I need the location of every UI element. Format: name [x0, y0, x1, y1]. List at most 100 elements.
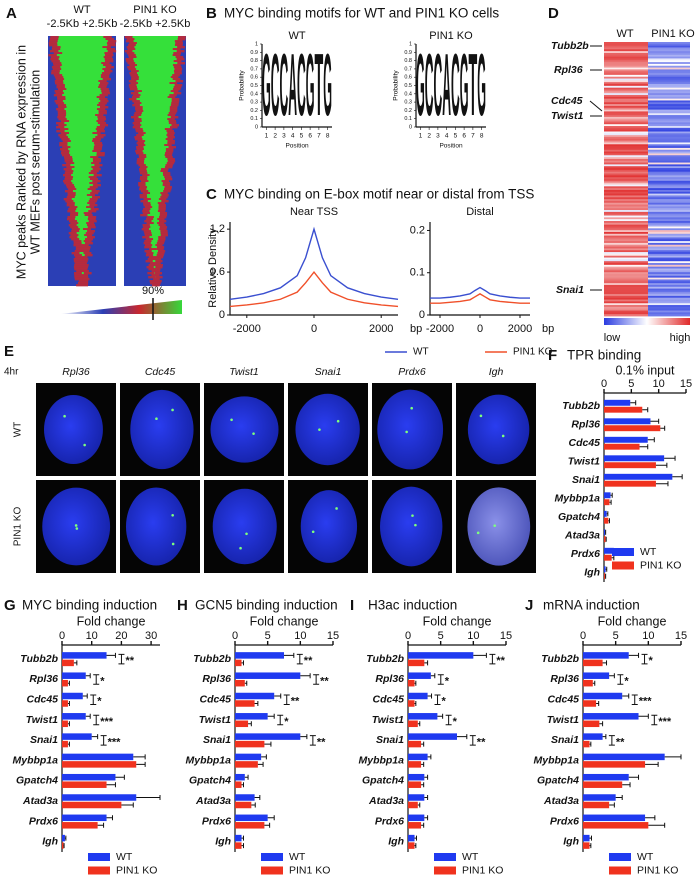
heatmap-row — [648, 120, 690, 123]
heatmap-row — [648, 204, 690, 207]
error-bar — [421, 822, 425, 828]
heatmap-row — [604, 202, 648, 205]
heatmap-row — [648, 82, 690, 85]
nucleus — [300, 490, 358, 563]
sig-label: ** — [320, 675, 329, 687]
heatmap-row — [604, 169, 648, 173]
heatmap-row — [60, 46, 103, 49]
heatmap-row — [604, 52, 648, 56]
heatmap-row — [138, 116, 171, 119]
row-label: PIN1 KO — [13, 507, 24, 547]
y-tick-label: 0.7 — [404, 66, 412, 72]
heatmap-row — [75, 216, 89, 219]
heatmap-row — [604, 135, 648, 138]
logo-letter: G — [262, 35, 271, 134]
heatmap-row — [604, 45, 648, 48]
heatmap-row — [648, 78, 690, 81]
heatmap-row — [66, 106, 100, 109]
heatmap-row — [648, 303, 690, 306]
bar — [583, 794, 616, 801]
heatmap-row — [604, 292, 648, 295]
heatmap-row — [74, 268, 88, 271]
heatmap-row — [75, 194, 87, 197]
heatmap-row — [648, 299, 690, 302]
heatmap-row — [134, 66, 174, 69]
heatmap-row — [648, 45, 690, 48]
error-bar — [589, 843, 592, 849]
sig-bracket — [631, 694, 638, 705]
fish-spot — [405, 430, 408, 434]
heatmap-row — [74, 250, 90, 253]
gene-label: Rpl36 — [554, 64, 583, 76]
x-axis-label: Fold change — [423, 614, 492, 628]
heatmap-row — [648, 206, 690, 209]
heatmap-row — [153, 216, 160, 219]
heatmap-row — [144, 160, 168, 163]
legend-swatch — [612, 548, 634, 556]
y-tick-label: 0.1 — [250, 116, 258, 122]
heatmap-row — [604, 100, 648, 103]
heatmap-row — [76, 188, 88, 191]
heatmap-row — [648, 129, 690, 132]
heatmap-row — [135, 62, 178, 65]
bar — [408, 761, 422, 768]
heatmap-row — [648, 306, 690, 310]
heatmap-row — [143, 146, 169, 149]
heatmap-row — [604, 191, 648, 195]
bar — [62, 822, 98, 829]
heatmap-row — [648, 252, 690, 255]
y-tick-label: Prdx6 — [375, 815, 404, 827]
heatmap-row — [153, 238, 159, 241]
heatmap-row — [604, 162, 648, 165]
heatmap-row — [648, 87, 690, 90]
heatmap-row — [604, 47, 648, 50]
error-bar — [606, 511, 609, 517]
bar — [583, 700, 597, 707]
error-bar — [457, 734, 468, 740]
x-tick-label: 10 — [294, 630, 306, 642]
heatmap-row — [648, 127, 690, 131]
heatmap-row — [143, 134, 167, 137]
heatmap-row — [75, 192, 91, 195]
bar — [408, 679, 415, 687]
chart-title: mRNA induction — [543, 598, 640, 613]
heatmap-row — [648, 111, 690, 114]
heatmap-row — [57, 40, 108, 43]
y-tick-label: 0.3 — [250, 100, 258, 106]
heatmap-row — [74, 274, 89, 277]
y-axis-label: Probability — [239, 70, 246, 101]
x-tick-label: 2 — [427, 133, 431, 140]
y-tick-label: Cdc45 — [372, 694, 404, 706]
error-bar — [254, 795, 261, 801]
heatmap-row — [604, 226, 648, 229]
heatmap-row — [648, 93, 690, 96]
heatmap-row — [138, 76, 171, 79]
nucleus — [467, 394, 530, 465]
heatmap-row — [58, 36, 104, 39]
y-tick-label: 1 — [255, 41, 258, 47]
heatmap-row — [69, 150, 93, 153]
x-tick-label: 6 — [308, 133, 312, 140]
bar — [583, 773, 629, 781]
sig-label: ** — [125, 655, 134, 667]
heatmap-row — [648, 162, 690, 165]
heatmap-row — [604, 211, 648, 215]
heatmap-row — [604, 294, 648, 297]
column-label: PIN1 KO — [651, 28, 695, 40]
heatmap-row — [147, 200, 162, 203]
heatmap-row — [604, 208, 648, 211]
error-bar — [424, 660, 429, 666]
error-bar — [437, 713, 444, 719]
heatmap-row — [141, 112, 169, 115]
heatmap-row — [604, 113, 648, 116]
heatmap-row — [62, 100, 101, 103]
heatmap-row — [56, 54, 106, 57]
y-tick-label: Atad3a — [564, 530, 600, 542]
sig-bracket — [434, 694, 441, 705]
y-tick-label: Mybbp1a — [358, 754, 404, 766]
y-tick-label: Igh — [563, 836, 579, 848]
subplot-title: Distal — [466, 206, 494, 218]
heatmap-row — [140, 126, 170, 129]
heatmap-row — [648, 43, 690, 47]
heatmap-row — [146, 154, 165, 157]
